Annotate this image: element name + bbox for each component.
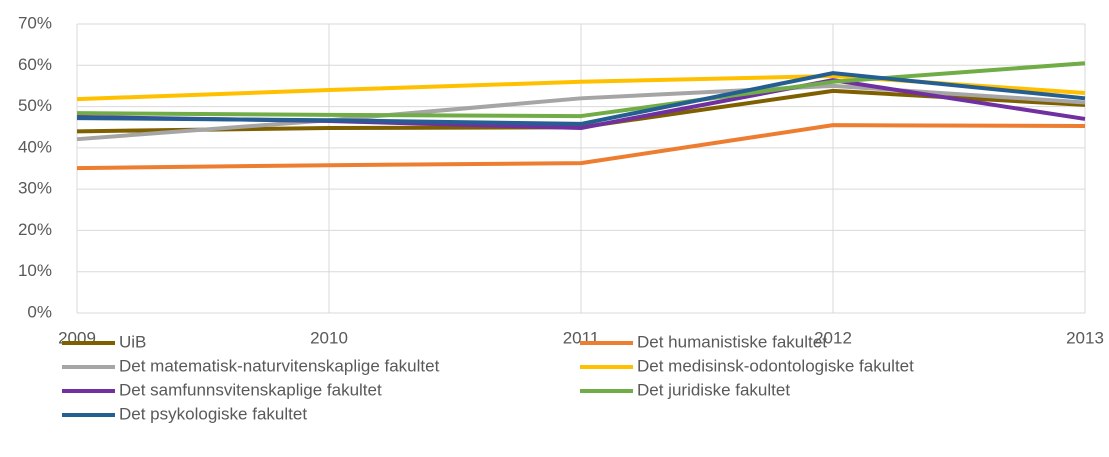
line-series <box>76 71 1086 126</box>
y-tick-label: 20% <box>18 220 52 239</box>
y-tick-label: 40% <box>18 137 52 156</box>
legend-label: Det matematisk-naturvitenskaplige fakult… <box>119 356 440 375</box>
line-series <box>76 61 1086 119</box>
y-tick-label: 50% <box>18 96 52 115</box>
x-tick-label: 2010 <box>310 328 348 347</box>
legend-label: Det psykologiske fakultet <box>119 404 307 423</box>
y-tick-label: 0% <box>27 302 52 321</box>
legend-label: Det samfunnsvitenskaplige fakultet <box>119 380 382 399</box>
legend-label: UiB <box>119 332 146 351</box>
y-tick-label: 70% <box>18 13 52 32</box>
line-series <box>76 123 1086 171</box>
x-tick-label: 2012 <box>814 328 852 347</box>
y-tick-label: 30% <box>18 179 52 198</box>
legend-label: Det juridiske fakultet <box>637 380 790 399</box>
x-tick-label: 2013 <box>1066 328 1104 347</box>
y-tick-label: 10% <box>18 261 52 280</box>
legend-label: Det medisinsk-odontologiske fakultet <box>637 356 914 375</box>
y-tick-label: 60% <box>18 55 52 74</box>
legend-label: Det humanistiske fakultet <box>637 332 827 351</box>
